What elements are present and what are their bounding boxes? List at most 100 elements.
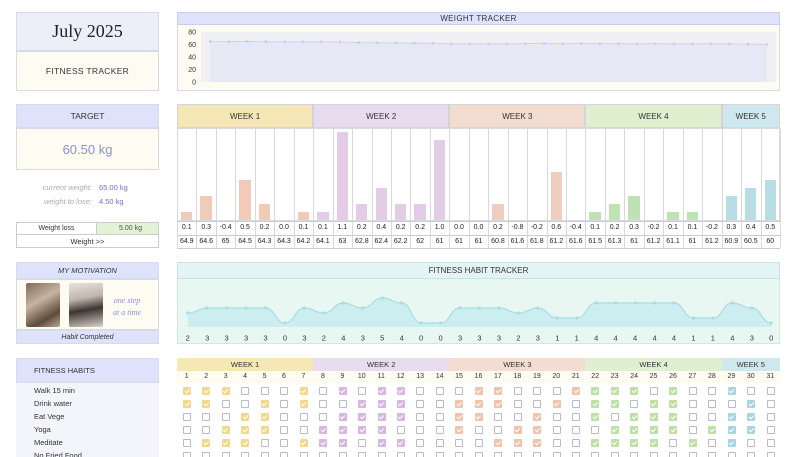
habit-checkbox[interactable] [221, 426, 230, 434]
habit-checkbox[interactable] [610, 426, 619, 434]
habit-checkbox[interactable] [319, 426, 328, 434]
habit-checkbox[interactable] [513, 439, 522, 447]
habit-checkbox[interactable] [299, 400, 308, 408]
motivation-photo-1[interactable] [26, 283, 60, 327]
daily-weight-value[interactable]: 61.2 [705, 237, 719, 245]
current-weight-value[interactable]: 65.00 kg [99, 183, 128, 192]
habit-checkbox[interactable] [649, 426, 658, 434]
habit-checkbox[interactable] [319, 452, 328, 457]
habit-checkbox[interactable] [358, 387, 367, 395]
daily-weight-value[interactable]: 62.2 [393, 237, 408, 245]
habit-checkbox[interactable] [202, 452, 211, 457]
habit-checkbox[interactable] [727, 452, 736, 457]
habit-checkbox[interactable] [552, 413, 561, 421]
habit-checkbox[interactable] [688, 426, 697, 434]
habit-checkbox[interactable] [435, 400, 444, 408]
habit-checkbox[interactable] [260, 426, 269, 434]
habit-checkbox[interactable] [513, 400, 522, 408]
habit-checkbox[interactable] [474, 426, 483, 434]
habit-checkbox[interactable] [202, 426, 211, 434]
habit-checkbox[interactable] [572, 413, 580, 421]
habit-checkbox[interactable] [533, 400, 542, 408]
habit-checkbox[interactable] [533, 439, 542, 447]
habit-checkbox[interactable] [416, 387, 425, 395]
habit-checkbox[interactable] [474, 400, 483, 408]
daily-weight-value[interactable]: 64.6 [199, 237, 213, 245]
habit-checkbox[interactable] [727, 387, 736, 395]
daily-weight-value[interactable]: 62.8 [354, 237, 369, 245]
daily-weight-value[interactable]: 64.5 [238, 237, 252, 245]
habit-checkbox[interactable] [202, 387, 211, 395]
habit-checkbox[interactable] [610, 387, 619, 395]
daily-weight-value[interactable]: 64.2 [296, 237, 311, 245]
habit-checkbox[interactable] [533, 452, 542, 457]
daily-weight-value[interactable]: 61 [688, 237, 697, 245]
habit-checkbox[interactable] [396, 387, 405, 395]
weight-tracker-chart[interactable]: 80 60 40 20 0 [177, 25, 780, 91]
habit-checkbox[interactable] [474, 387, 483, 395]
habit-checkbox[interactable] [494, 400, 503, 408]
habit-checkbox[interactable] [669, 400, 678, 408]
habit-checkbox[interactable] [455, 387, 464, 395]
habit-checkbox[interactable] [727, 439, 736, 447]
habit-checkbox[interactable] [455, 426, 464, 434]
habit-checkbox[interactable] [241, 426, 250, 434]
daily-weight-value[interactable]: 61.2 [646, 237, 661, 245]
habit-checkbox[interactable] [280, 400, 289, 408]
habit-checkbox[interactable] [338, 400, 347, 408]
habit-checkbox[interactable] [280, 426, 289, 434]
habit-checkbox[interactable] [260, 452, 269, 457]
habit-checkbox[interactable] [591, 452, 600, 457]
habit-checkbox[interactable] [338, 426, 347, 434]
habit-checkbox[interactable] [649, 387, 658, 395]
habit-checkbox[interactable] [630, 452, 639, 457]
target-value[interactable]: 60.50 kg [16, 128, 159, 170]
habit-checkbox[interactable] [435, 452, 444, 457]
habit-checkbox[interactable] [591, 387, 600, 395]
habit-checkbox[interactable] [202, 413, 211, 421]
habit-checkbox[interactable] [494, 387, 503, 395]
habit-checkbox[interactable] [377, 387, 386, 395]
habit-checkbox[interactable] [338, 452, 347, 457]
habit-checkbox[interactable] [299, 439, 308, 447]
habit-checkbox[interactable] [669, 426, 678, 434]
daily-weight-value[interactable]: 61.1 [666, 237, 680, 245]
habit-checkbox[interactable] [435, 387, 444, 395]
habit-checkbox[interactable] [221, 439, 230, 447]
habit-checkbox[interactable] [416, 413, 425, 421]
habit-checkbox[interactable] [396, 413, 405, 421]
habit-checkbox[interactable] [572, 400, 580, 408]
habit-checkbox[interactable] [183, 400, 191, 408]
habit-checkbox[interactable] [396, 452, 405, 457]
habit-checkbox[interactable] [766, 400, 775, 408]
habit-checkbox[interactable] [513, 426, 522, 434]
habit-tracker-chart[interactable]: 2 3 3 3 3 0 3 2 4 3 5 4 0 0 3 3 3 2 3 1 1 4 4 4 4 4 1 1 4 3 0 [177, 279, 780, 344]
habit-checkbox[interactable] [319, 400, 328, 408]
daily-weight-value[interactable]: 65 [221, 237, 230, 245]
habit-checkbox[interactable] [416, 452, 425, 457]
habit-checkbox[interactable] [494, 413, 503, 421]
habit-checkbox[interactable] [377, 400, 386, 408]
habit-checkbox[interactable] [533, 426, 542, 434]
habit-checkbox[interactable] [610, 400, 619, 408]
habit-checkbox[interactable] [494, 426, 503, 434]
habit-checkbox[interactable] [727, 400, 736, 408]
habit-checkbox[interactable] [241, 387, 250, 395]
habit-checkbox[interactable] [338, 413, 347, 421]
habit-checkbox[interactable] [319, 387, 328, 395]
habit-checkbox[interactable] [221, 387, 230, 395]
habit-checkbox[interactable] [241, 400, 250, 408]
habit-checkbox[interactable] [513, 452, 522, 457]
habit-checkbox[interactable] [591, 413, 600, 421]
habit-checkbox[interactable] [358, 452, 367, 457]
daily-weight-value[interactable]: 61.5 [588, 237, 602, 245]
habit-checkbox[interactable] [299, 426, 308, 434]
habit-checkbox[interactable] [513, 413, 522, 421]
habit-checkbox[interactable] [202, 439, 211, 447]
habit-checkbox[interactable] [630, 426, 639, 434]
habit-checkbox[interactable] [727, 413, 736, 421]
habit-checkbox[interactable] [669, 452, 678, 457]
habit-checkbox[interactable] [319, 439, 328, 447]
habit-checkbox[interactable] [766, 452, 775, 457]
habit-checkbox[interactable] [396, 426, 405, 434]
